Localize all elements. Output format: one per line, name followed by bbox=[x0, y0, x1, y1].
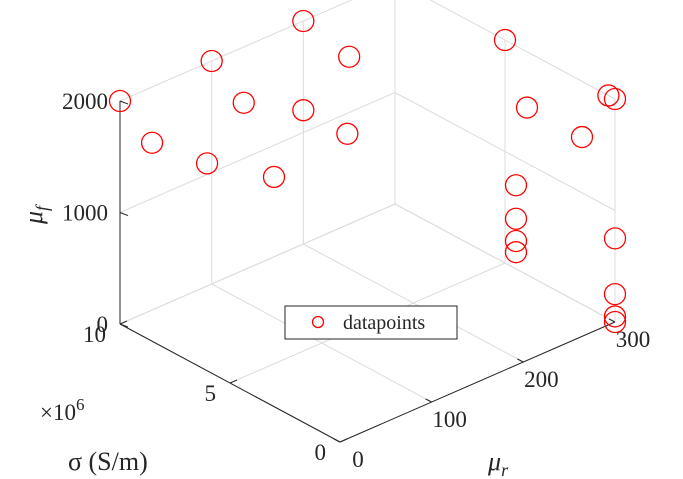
x-axis-line bbox=[339, 321, 616, 443]
data-point bbox=[603, 305, 627, 328]
data-point bbox=[504, 229, 528, 253]
data-point bbox=[338, 45, 361, 68]
x-tick-label: 100 bbox=[432, 407, 467, 432]
grid-line bbox=[119, 203, 396, 325]
x-tick-label: 0 bbox=[352, 447, 364, 472]
data-point bbox=[140, 131, 164, 154]
z-tick-label: 1000 bbox=[62, 201, 108, 226]
data-point bbox=[603, 87, 627, 111]
data-point bbox=[262, 165, 286, 189]
z-tick-mark bbox=[119, 323, 129, 328]
data-point bbox=[515, 96, 539, 119]
data-point bbox=[200, 49, 223, 73]
data-point bbox=[603, 310, 627, 334]
data-point bbox=[603, 282, 627, 306]
x-tick-mark bbox=[608, 318, 616, 323]
y-tick-mark bbox=[339, 438, 348, 443]
data-point bbox=[195, 152, 219, 175]
data-point bbox=[493, 28, 517, 52]
y-tick-mark bbox=[229, 379, 238, 384]
data-point bbox=[292, 9, 315, 33]
x-tick-label: 300 bbox=[616, 327, 651, 352]
grid-line bbox=[119, 0, 353, 102]
z-tick-label: 0 bbox=[97, 312, 109, 337]
x-tick-mark bbox=[517, 358, 524, 363]
y-axis-label: σ (S/m) bbox=[68, 447, 148, 476]
data-point bbox=[232, 91, 255, 114]
legend[interactable]: datapoints bbox=[284, 305, 458, 340]
x-tick-mark bbox=[425, 398, 432, 403]
z-tick-mark bbox=[119, 100, 129, 105]
data-point bbox=[570, 125, 594, 149]
grid-line bbox=[119, 92, 396, 213]
data-point bbox=[504, 241, 528, 264]
x-tick-mark bbox=[333, 438, 341, 443]
data-point bbox=[504, 207, 528, 230]
x-axis-label: μr bbox=[487, 447, 509, 479]
legend-label: datapoints bbox=[343, 312, 425, 334]
data-points bbox=[108, 9, 627, 334]
y-tick-mark bbox=[119, 320, 128, 325]
y-exponent-label: ×106 bbox=[40, 395, 84, 425]
data-point bbox=[292, 99, 315, 122]
z-tick-mark bbox=[119, 212, 129, 216]
y-tick-label: 0 bbox=[315, 440, 327, 465]
legend-box bbox=[284, 305, 458, 340]
data-point bbox=[504, 174, 528, 197]
data-point bbox=[597, 84, 620, 107]
data-point bbox=[336, 122, 359, 145]
axis-layer bbox=[119, 100, 616, 443]
x-tick-label: 200 bbox=[524, 367, 559, 392]
z-axis-label: μf bbox=[19, 203, 52, 225]
data-point bbox=[108, 89, 132, 113]
grid-line bbox=[394, 92, 616, 211]
z-tick-label: 2000 bbox=[62, 89, 108, 114]
data-point bbox=[603, 227, 627, 250]
grid-line bbox=[429, 0, 616, 100]
grid-line bbox=[394, 203, 616, 323]
legend-marker bbox=[311, 315, 325, 329]
y-tick-label: 10 bbox=[83, 322, 106, 347]
y-tick-label: 5 bbox=[205, 381, 217, 406]
